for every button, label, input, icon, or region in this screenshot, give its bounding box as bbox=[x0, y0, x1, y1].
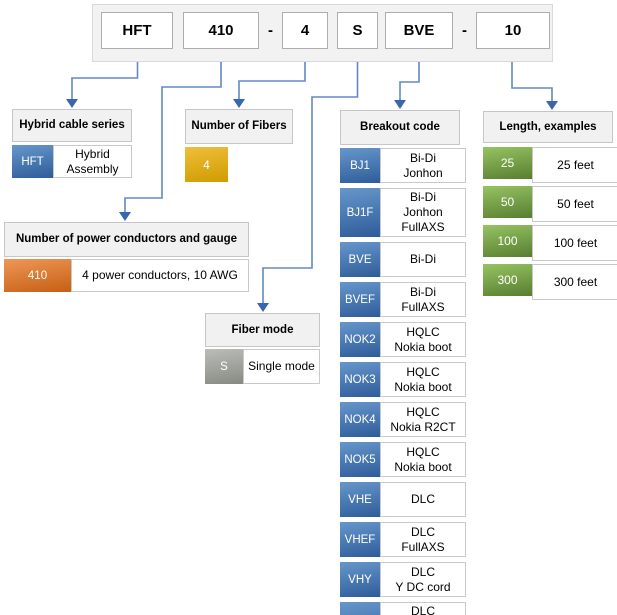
breakout-code-cell: NOK2 bbox=[340, 322, 380, 357]
breakout-code-cell: VHEF bbox=[340, 522, 380, 557]
connector-length bbox=[511, 49, 553, 101]
breakout-code-cell: NOK3 bbox=[340, 362, 380, 397]
breakout-row: BJ1 Bi-Di Jonhon bbox=[340, 148, 466, 183]
breakout-code-cell: BJ1F bbox=[340, 188, 380, 237]
breakout-desc-cell: Bi-Di FullAXS bbox=[380, 282, 466, 317]
breakout-code-cell: NOK4 bbox=[340, 402, 380, 437]
breakout-row: NOK3 HQLC Nokia boot bbox=[340, 362, 466, 397]
length-row: 25 25 feet bbox=[483, 147, 617, 183]
breakout-desc-cell: DLC Y DC cord bbox=[380, 562, 466, 597]
breakout-desc-cell: Bi-Di bbox=[380, 242, 466, 277]
breakout-desc-cell: HQLC Nokia R2CT bbox=[380, 402, 466, 437]
connector-power bbox=[124, 49, 222, 212]
segment-fibers: 4 bbox=[282, 12, 328, 49]
breakout-row: NOK2 HQLC Nokia boot bbox=[340, 322, 466, 357]
breakout-desc-cell: Bi-Di Jonhon bbox=[380, 148, 466, 183]
breakout-desc-cell: HQLC Nokia boot bbox=[380, 362, 466, 397]
series-desc-cell: Hybrid Assembly bbox=[53, 145, 132, 178]
connector-series bbox=[71, 49, 139, 99]
breakout-desc-cell: DLC FullAXS bbox=[380, 522, 466, 557]
breakout-code-cell: VHYF bbox=[340, 602, 380, 615]
arrowhead-length bbox=[546, 101, 558, 110]
breakout-row: BJ1F Bi-Di Jonhon FullAXS bbox=[340, 188, 466, 237]
breakout-row: NOK5 HQLC Nokia boot bbox=[340, 442, 466, 477]
breakout-code-cell: VHY bbox=[340, 562, 380, 597]
breakout-desc-cell: DLC bbox=[380, 482, 466, 517]
breakout-desc-cell: HQLC Nokia boot bbox=[380, 442, 466, 477]
segment-dash-2: - bbox=[462, 22, 467, 39]
breakout-row: BVE Bi-Di bbox=[340, 242, 466, 277]
length-rows: 25 25 feet 50 50 feet 100 100 feet 300 3… bbox=[483, 147, 617, 300]
breakout-desc-cell: Bi-Di Jonhon FullAXS bbox=[380, 188, 466, 237]
length-code-cell: 50 bbox=[483, 186, 532, 218]
connector-breakout bbox=[399, 49, 420, 100]
breakout-code-cell: VHE bbox=[340, 482, 380, 517]
segment-length: 10 bbox=[476, 12, 550, 49]
length-desc-cell: 300 feet bbox=[532, 264, 617, 300]
power-code-cell: 410 bbox=[4, 259, 71, 292]
length-row: 100 100 feet bbox=[483, 225, 617, 261]
breakout-row: VHY DLC Y DC cord bbox=[340, 562, 466, 597]
arrowhead-mode bbox=[257, 303, 269, 312]
breakout-row: VHYF DLC Y DC cord FullAXS bbox=[340, 602, 466, 615]
length-table: Length, examples 25 25 feet 50 50 feet 1… bbox=[483, 111, 617, 300]
length-desc-cell: 25 feet bbox=[532, 147, 617, 183]
arrowhead-fibers bbox=[233, 99, 245, 108]
fibers-code-cell: 4 bbox=[185, 147, 228, 182]
breakout-code-cell: NOK5 bbox=[340, 442, 380, 477]
breakout-table: Breakout code BJ1 Bi-Di Jonhon BJ1F Bi-D… bbox=[340, 110, 466, 615]
mode-table-header: Fiber mode bbox=[205, 313, 320, 347]
power-desc-cell: 4 power conductors, 10 AWG bbox=[71, 259, 249, 292]
segment-conductors: 410 bbox=[183, 12, 259, 49]
breakout-row: BVEF Bi-Di FullAXS bbox=[340, 282, 466, 317]
length-code-cell: 100 bbox=[483, 225, 532, 257]
breakout-row: NOK4 HQLC Nokia R2CT bbox=[340, 402, 466, 437]
breakout-code-cell: BJ1 bbox=[340, 148, 380, 183]
breakout-code-cell: BVE bbox=[340, 242, 380, 277]
length-row: 50 50 feet bbox=[483, 186, 617, 222]
mode-desc-cell: Single mode bbox=[243, 349, 320, 384]
length-row: 300 300 feet bbox=[483, 264, 617, 300]
arrowhead-breakout bbox=[394, 100, 406, 109]
length-code-cell: 25 bbox=[483, 147, 532, 179]
segment-breakout: BVE bbox=[385, 12, 453, 49]
segment-dash-1: - bbox=[268, 22, 273, 39]
breakout-code-cell: BVEF bbox=[340, 282, 380, 317]
segment-series: HFT bbox=[101, 12, 173, 49]
length-desc-cell: 100 feet bbox=[532, 225, 617, 261]
fibers-table-header: Number of Fibers bbox=[185, 109, 293, 144]
breakout-row: VHE DLC bbox=[340, 482, 466, 517]
arrowhead-series bbox=[66, 99, 78, 108]
breakout-desc-cell: HQLC Nokia boot bbox=[380, 322, 466, 357]
breakout-row: VHEF DLC FullAXS bbox=[340, 522, 466, 557]
length-desc-cell: 50 feet bbox=[532, 186, 617, 222]
length-table-header: Length, examples bbox=[483, 111, 613, 143]
series-code-cell: HFT bbox=[12, 145, 53, 178]
breakout-rows: BJ1 Bi-Di Jonhon BJ1F Bi-Di Jonhon FullA… bbox=[340, 148, 466, 615]
breakout-table-header: Breakout code bbox=[340, 110, 460, 145]
arrowhead-power bbox=[119, 212, 131, 221]
length-code-cell: 300 bbox=[483, 264, 532, 296]
mode-code-cell: S bbox=[205, 349, 243, 384]
segment-mode: S bbox=[337, 12, 378, 49]
series-table-header: Hybrid cable series bbox=[12, 109, 132, 142]
connector-fibers bbox=[238, 49, 306, 99]
connector-mode bbox=[262, 49, 359, 303]
breakout-desc-cell: DLC Y DC cord FullAXS bbox=[380, 602, 466, 615]
power-table-header: Number of power conductors and gauge bbox=[4, 222, 249, 257]
